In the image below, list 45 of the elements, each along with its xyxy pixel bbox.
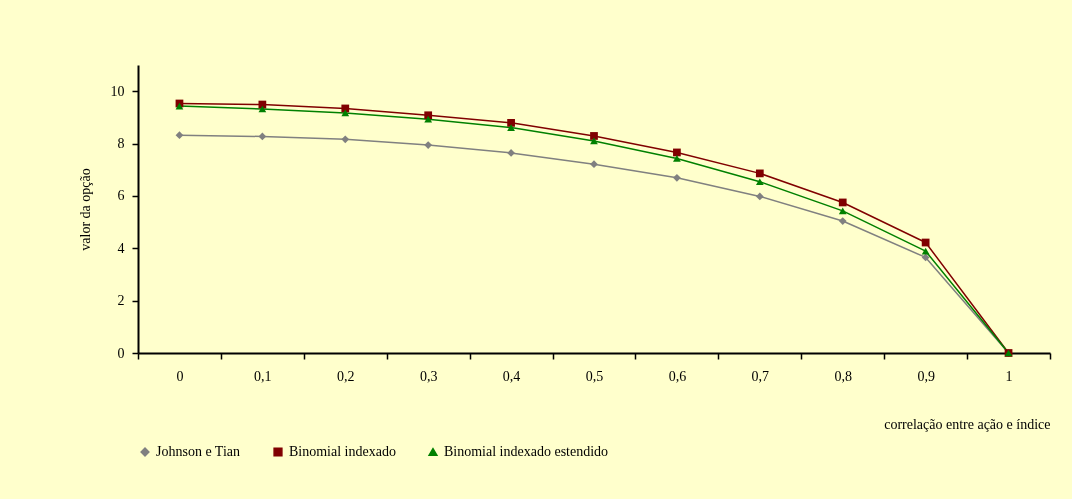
x-tick-label: 0,2 <box>337 368 355 384</box>
x-tick-label: 0,9 <box>917 368 935 384</box>
point <box>755 178 764 186</box>
y-tick-label: 2 <box>117 293 125 309</box>
x-axis-title: correlação entre ação e índice <box>884 416 1051 432</box>
point <box>838 207 847 215</box>
y-axis-title: valor da opção <box>77 168 93 251</box>
point <box>921 238 930 247</box>
x-tick-label: 0,6 <box>668 368 687 384</box>
x-tick-label: 0,8 <box>834 368 852 384</box>
point <box>673 155 681 162</box>
x-tick-label: 0,1 <box>254 368 272 384</box>
legend-label: Binomial indexado estendido <box>444 444 609 459</box>
x-tick-label: 0 <box>176 368 184 384</box>
y-tick-label: 0 <box>117 345 125 361</box>
point <box>921 247 930 255</box>
x-tick-label: 1 <box>1005 368 1013 384</box>
y-tick-label: 6 <box>117 188 125 204</box>
point <box>838 217 847 225</box>
y-tick-label: 10 <box>110 83 125 99</box>
point <box>341 109 350 117</box>
y-tick-label: 8 <box>117 136 125 152</box>
x-tick-label: 0,4 <box>502 368 521 384</box>
x-tick-label: 0,5 <box>585 368 604 384</box>
point <box>424 111 433 120</box>
legend-label: Binomial indexado <box>289 444 396 459</box>
point <box>838 198 847 207</box>
point <box>590 160 598 169</box>
point <box>673 148 681 157</box>
x-tick-label: 0,3 <box>419 368 438 384</box>
point <box>175 131 184 140</box>
legend-label: Johnson e Tian <box>156 444 241 459</box>
x-tick-label: 0,7 <box>751 368 770 384</box>
point <box>424 115 433 123</box>
point <box>507 124 515 131</box>
point <box>341 135 350 144</box>
point <box>673 173 681 182</box>
y-tick-label: 4 <box>117 240 125 256</box>
point <box>755 169 764 178</box>
point <box>507 118 515 127</box>
point <box>590 132 598 140</box>
point <box>755 192 764 201</box>
point <box>258 132 267 141</box>
point <box>424 141 433 149</box>
point <box>590 137 598 145</box>
